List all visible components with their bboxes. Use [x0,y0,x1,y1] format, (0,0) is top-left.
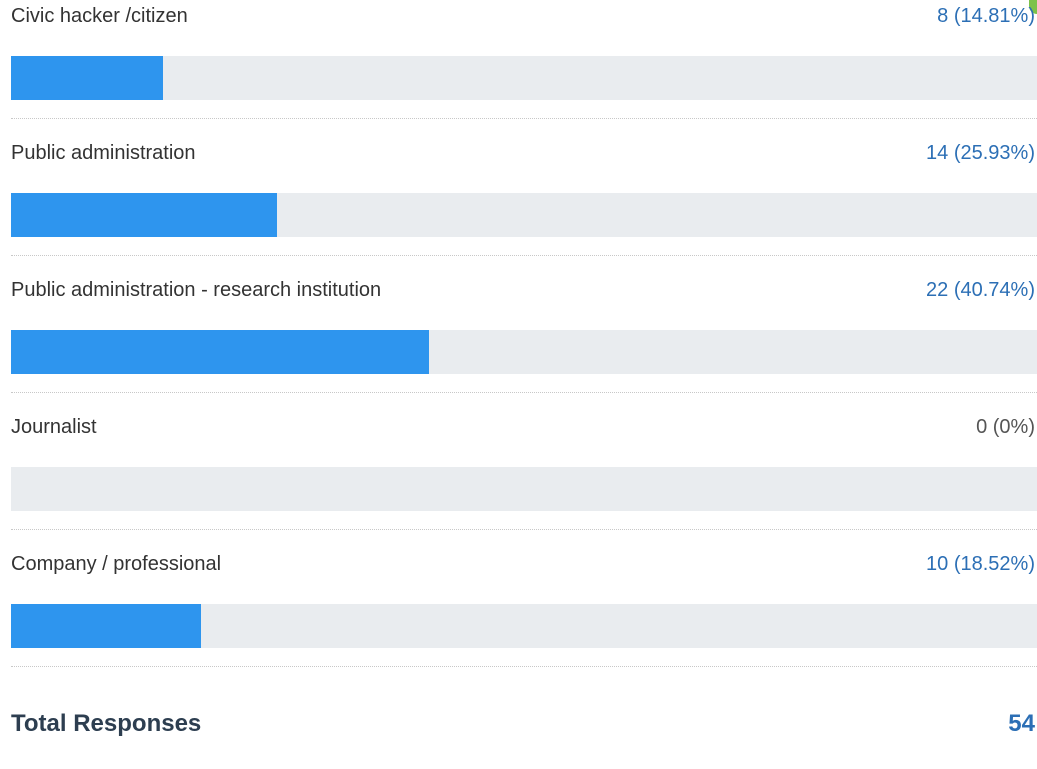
category-label: Civic hacker /citizen [11,5,188,28]
chart-row: Public administration - research institu… [11,274,1037,411]
row-divider [11,392,1037,393]
total-responses: Total Responses 54 [11,710,1035,750]
chart-row: Company / professional 10 (18.52%) [11,548,1037,685]
bar-fill [11,193,277,237]
chart-row: Civic hacker /citizen 8 (14.81%) [11,0,1037,137]
value-label: 8 (14.81%) [937,5,1035,28]
total-value: 54 [1008,710,1035,738]
bar-fill [11,330,429,374]
bar-fill [11,56,163,100]
row-divider [11,255,1037,256]
bar-track [11,467,1037,511]
row-divider [11,118,1037,119]
bar-fill [11,604,201,648]
row-divider [11,666,1037,667]
category-label: Company / professional [11,553,221,576]
category-label: Journalist [11,416,97,439]
chart-row: Public administration 14 (25.93%) [11,137,1037,274]
bar-track [11,56,1037,100]
value-label: 14 (25.93%) [926,142,1035,165]
value-label: 0 (0%) [976,416,1035,439]
category-label: Public administration [11,142,196,165]
response-bar-chart: Civic hacker /citizen 8 (14.81%) Public … [11,0,1037,685]
total-label: Total Responses [11,710,201,738]
bar-track [11,604,1037,648]
bar-track [11,330,1037,374]
value-label: 10 (18.52%) [926,553,1035,576]
value-label: 22 (40.74%) [926,279,1035,302]
row-divider [11,529,1037,530]
category-label: Public administration - research institu… [11,279,381,302]
chart-row: Journalist 0 (0%) [11,411,1037,548]
bar-track [11,193,1037,237]
